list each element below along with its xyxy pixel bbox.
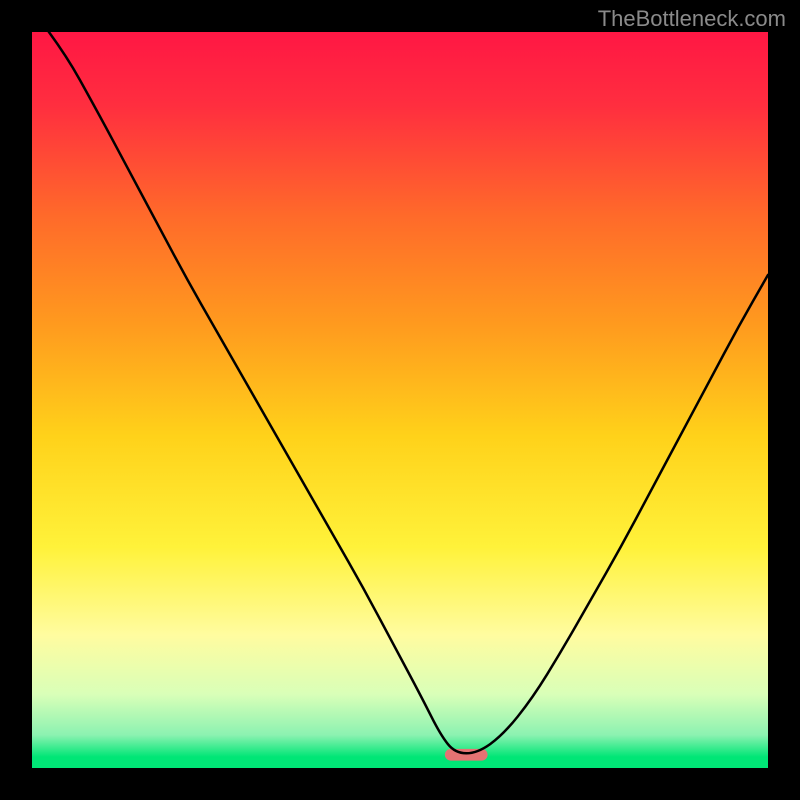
plot-area	[32, 32, 768, 768]
curve-path	[32, 32, 768, 753]
bottleneck-curve	[32, 32, 768, 768]
chart-frame: TheBottleneck.com	[0, 0, 800, 800]
watermark-text: TheBottleneck.com	[598, 6, 786, 32]
